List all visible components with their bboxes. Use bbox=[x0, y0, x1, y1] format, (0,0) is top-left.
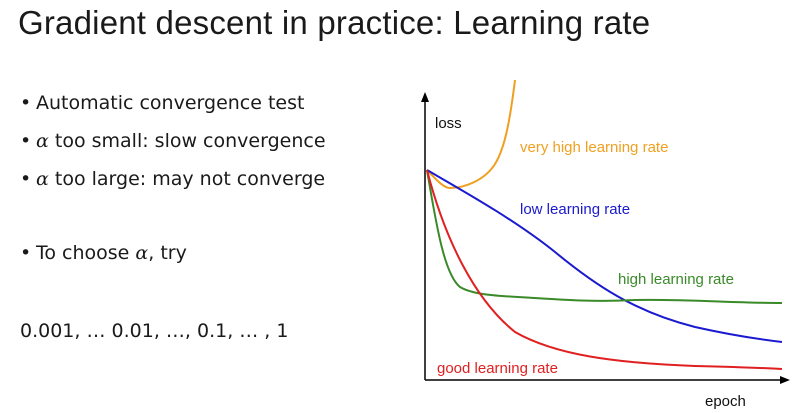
learning-rate-chart: loss epoch very high learning rate low l… bbox=[421, 80, 790, 410]
y-axis-label: loss bbox=[435, 115, 462, 132]
x-axis-arrow bbox=[780, 376, 790, 384]
series-line-good-learning-rate bbox=[426, 169, 783, 370]
bullet-item: • Automatic convergence test bbox=[20, 92, 304, 114]
slide-title: Gradient descent in practice: Learning r… bbox=[18, 4, 651, 41]
bullet-text: too small: slow convergence bbox=[48, 130, 326, 152]
series-label-low-learning-rate: low learning rate bbox=[520, 201, 630, 218]
bullet-greek: α bbox=[36, 130, 49, 152]
learning-rate-values: 0.001, … 0.01, …, 0.1, … , 1 bbox=[20, 320, 289, 342]
series-line-low-learning-rate bbox=[426, 169, 783, 343]
bullet-dot: • bbox=[20, 242, 32, 264]
y-axis-arrow bbox=[421, 92, 429, 102]
series-label-high-learning-rate: high learning rate bbox=[618, 271, 734, 288]
bullet-dot: • bbox=[20, 130, 32, 152]
bullet-greek: α bbox=[135, 242, 149, 264]
bullet-text: Automatic convergence test bbox=[36, 92, 305, 114]
series-label-very-high-learning-rate: very high learning rate bbox=[520, 139, 668, 156]
bullet-text: To choose bbox=[36, 242, 136, 264]
series-label-good-learning-rate: good learning rate bbox=[437, 360, 558, 377]
bullet-dot: • bbox=[20, 168, 32, 190]
bullet-item: • α too small: slow convergence bbox=[20, 130, 326, 152]
bullet-text: too large: may not converge bbox=[48, 168, 326, 190]
bullet-text: , try bbox=[148, 242, 187, 264]
bullet-greek: α bbox=[36, 168, 49, 190]
series-line-very-high-learning-rate bbox=[426, 80, 516, 190]
series-line-high-learning-rate bbox=[426, 169, 783, 304]
bullet-dot: • bbox=[20, 92, 32, 114]
bullet-item: • To choose α, try bbox=[20, 242, 187, 264]
bullet-item: • α too large: may not converge bbox=[20, 168, 325, 190]
x-axis-label: epoch bbox=[705, 393, 746, 410]
